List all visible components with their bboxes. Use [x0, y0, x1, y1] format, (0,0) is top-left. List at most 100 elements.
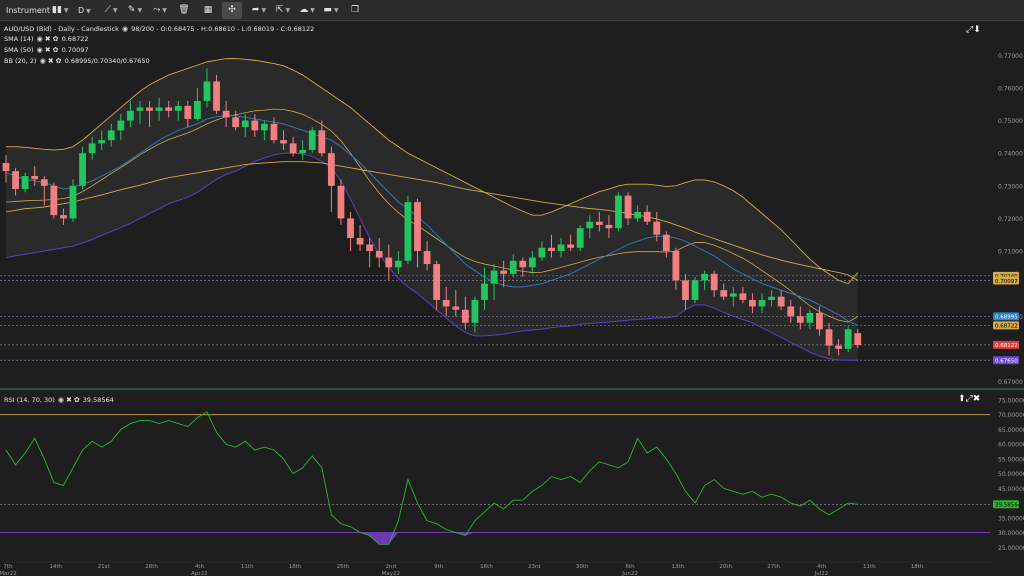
candle-body [299, 149, 307, 154]
candle-body [605, 224, 613, 229]
candle-body [433, 264, 441, 300]
x-tick-label: 14th [50, 564, 63, 570]
price-tick-label: 0.71000 [998, 249, 1023, 256]
close-icon[interactable]: ✖ [44, 35, 51, 43]
fullscreen-icon[interactable]: ⇱ ▼ [275, 5, 291, 15]
instrument-selector[interactable]: Instrument ▼ [6, 0, 57, 21]
eye-icon[interactable]: ◉ [57, 396, 64, 404]
flag-icon[interactable]: ▬ ▼ [323, 5, 339, 15]
crosshair-icon[interactable]: ✣ [222, 2, 242, 19]
screenshot-icon[interactable]: ❐ [350, 5, 360, 15]
x-tick-label: 18th [289, 564, 302, 570]
draw-line-icon[interactable]: ⟋ ▼ [104, 5, 118, 15]
candle-body [50, 185, 58, 216]
candle-body [385, 257, 393, 268]
candle-body [69, 185, 77, 219]
candle-body [194, 101, 201, 119]
close-icon[interactable]: ✖ [47, 57, 54, 65]
x-tick-sublabel: Jul22 [814, 571, 829, 576]
gear-icon[interactable]: ✿ [52, 35, 59, 43]
candle-body [691, 280, 699, 300]
candle-body [165, 107, 173, 111]
rsi-tick-label: 65.00000 [998, 427, 1024, 434]
candle-body [404, 202, 412, 261]
candle-body [481, 283, 488, 300]
theme-icon[interactable]: ☁ ▼ [299, 5, 315, 15]
candle-body [471, 299, 479, 323]
candle-body [146, 107, 153, 111]
candle-body [835, 345, 842, 349]
gear-icon[interactable]: ✿ [52, 46, 59, 54]
legend-ohlc: 98/200 - O:0.68475 - H:0.68610 - L:0.680… [131, 25, 315, 33]
pencil-icon[interactable]: ✎ ▼ [127, 5, 143, 15]
eye-icon[interactable]: ◉ [36, 46, 43, 54]
eye-icon[interactable]: ◉ [36, 35, 43, 43]
price-marker-label: 0.68995 [995, 315, 1018, 321]
candle-body [356, 237, 364, 245]
candle-body [548, 247, 555, 252]
price-marker-label: 0.68122 [995, 343, 1018, 349]
sma50-line [5, 161, 858, 281]
gear-icon[interactable]: ✿ [55, 57, 62, 65]
rsi-tick-label: 30.00000 [998, 530, 1024, 537]
x-tick-label: 21st [98, 564, 111, 570]
legend-bb: BB (20, 2) ◉ ✖ ✿ 0.68995/0.70340/0.67650 [4, 57, 150, 65]
layout-icon[interactable]: ▦ [203, 5, 213, 15]
price-tick-label: 0.76000 [998, 85, 1023, 92]
close-icon[interactable]: ✖ [44, 46, 51, 54]
rsi-marker-label: 39.58564 [995, 503, 1022, 509]
share-icon[interactable]: ➦ ▼ [251, 5, 267, 15]
candle-body [634, 211, 642, 219]
rsi-tick-label: 45.00000 [998, 486, 1024, 493]
price-tick-label: 0.77000 [998, 53, 1023, 60]
sma50-label: SMA (50) [4, 46, 34, 54]
candle-body [327, 153, 335, 186]
eye-icon[interactable]: ◉ [121, 25, 129, 33]
candle-body [672, 251, 680, 281]
candle-body [509, 260, 517, 274]
x-tick-label: 4th [817, 564, 827, 570]
candles-icon[interactable]: ▮▮ ▼ [52, 5, 69, 15]
x-tick-label: 25th [337, 564, 350, 570]
candle-body [557, 244, 565, 252]
gear-icon[interactable]: ✿ [73, 396, 80, 404]
candle-body [643, 211, 651, 222]
timeframe-label: D [78, 6, 85, 15]
candle-body [519, 260, 527, 268]
sma50-value: 0.70097 [61, 46, 89, 54]
rsi-label: RSI (14, 70, 30) [4, 396, 55, 404]
candle-body [729, 293, 737, 297]
delete-icon[interactable]: 🗑▼ [178, 5, 190, 31]
x-tick-label: 30th [576, 564, 589, 570]
close-icon[interactable]: ✖ [65, 396, 72, 404]
toolbar: Instrument▼ ▮▮▼ D▼ ⟋▼ ✎▼ ⤳▼ 🗑▼ ▦ ✣ ➦▼ ⇱▼… [0, 0, 1024, 31]
timeframe-selector[interactable]: D ▼ [78, 0, 91, 21]
candle-body [768, 296, 775, 300]
rsi-panel-controls-icon[interactable]: ⬆⤢✖ [958, 394, 981, 404]
sma14-value: 0.68722 [61, 35, 89, 43]
candle-body [682, 280, 689, 300]
eye-icon[interactable]: ◉ [39, 57, 46, 65]
candle-body [155, 107, 163, 111]
candle-body [117, 120, 125, 131]
bb-upper-line [6, 58, 859, 285]
legend-title: AUD/USD (Bid) - Daily - Candlestick [4, 25, 119, 33]
candle-body [375, 251, 383, 258]
x-tick-label: 4th [195, 564, 205, 570]
x-tick-label: 23rd [528, 564, 541, 570]
expand-panel-icon[interactable]: ⤢⬇ [966, 25, 981, 35]
price-chart[interactable]: 0.77000 0.76000 0.75000 0.74000 0.73000 0.720… [0, 22, 1024, 576]
x-tick-label: 7th [3, 564, 13, 570]
candle-body [816, 312, 823, 330]
trend-icon[interactable]: ⤳ ▼ [153, 5, 167, 15]
candle-body [624, 195, 632, 219]
candle-body [251, 120, 259, 131]
candle-body [414, 202, 421, 252]
candle-body [31, 176, 39, 180]
candle-body [136, 107, 144, 111]
price-marker-label: 0.70097 [995, 279, 1018, 285]
candle-body [653, 221, 661, 235]
x-tick-label: 20th [719, 564, 732, 570]
candle-body [720, 290, 728, 297]
rsi-value: 39.58564 [82, 396, 114, 404]
